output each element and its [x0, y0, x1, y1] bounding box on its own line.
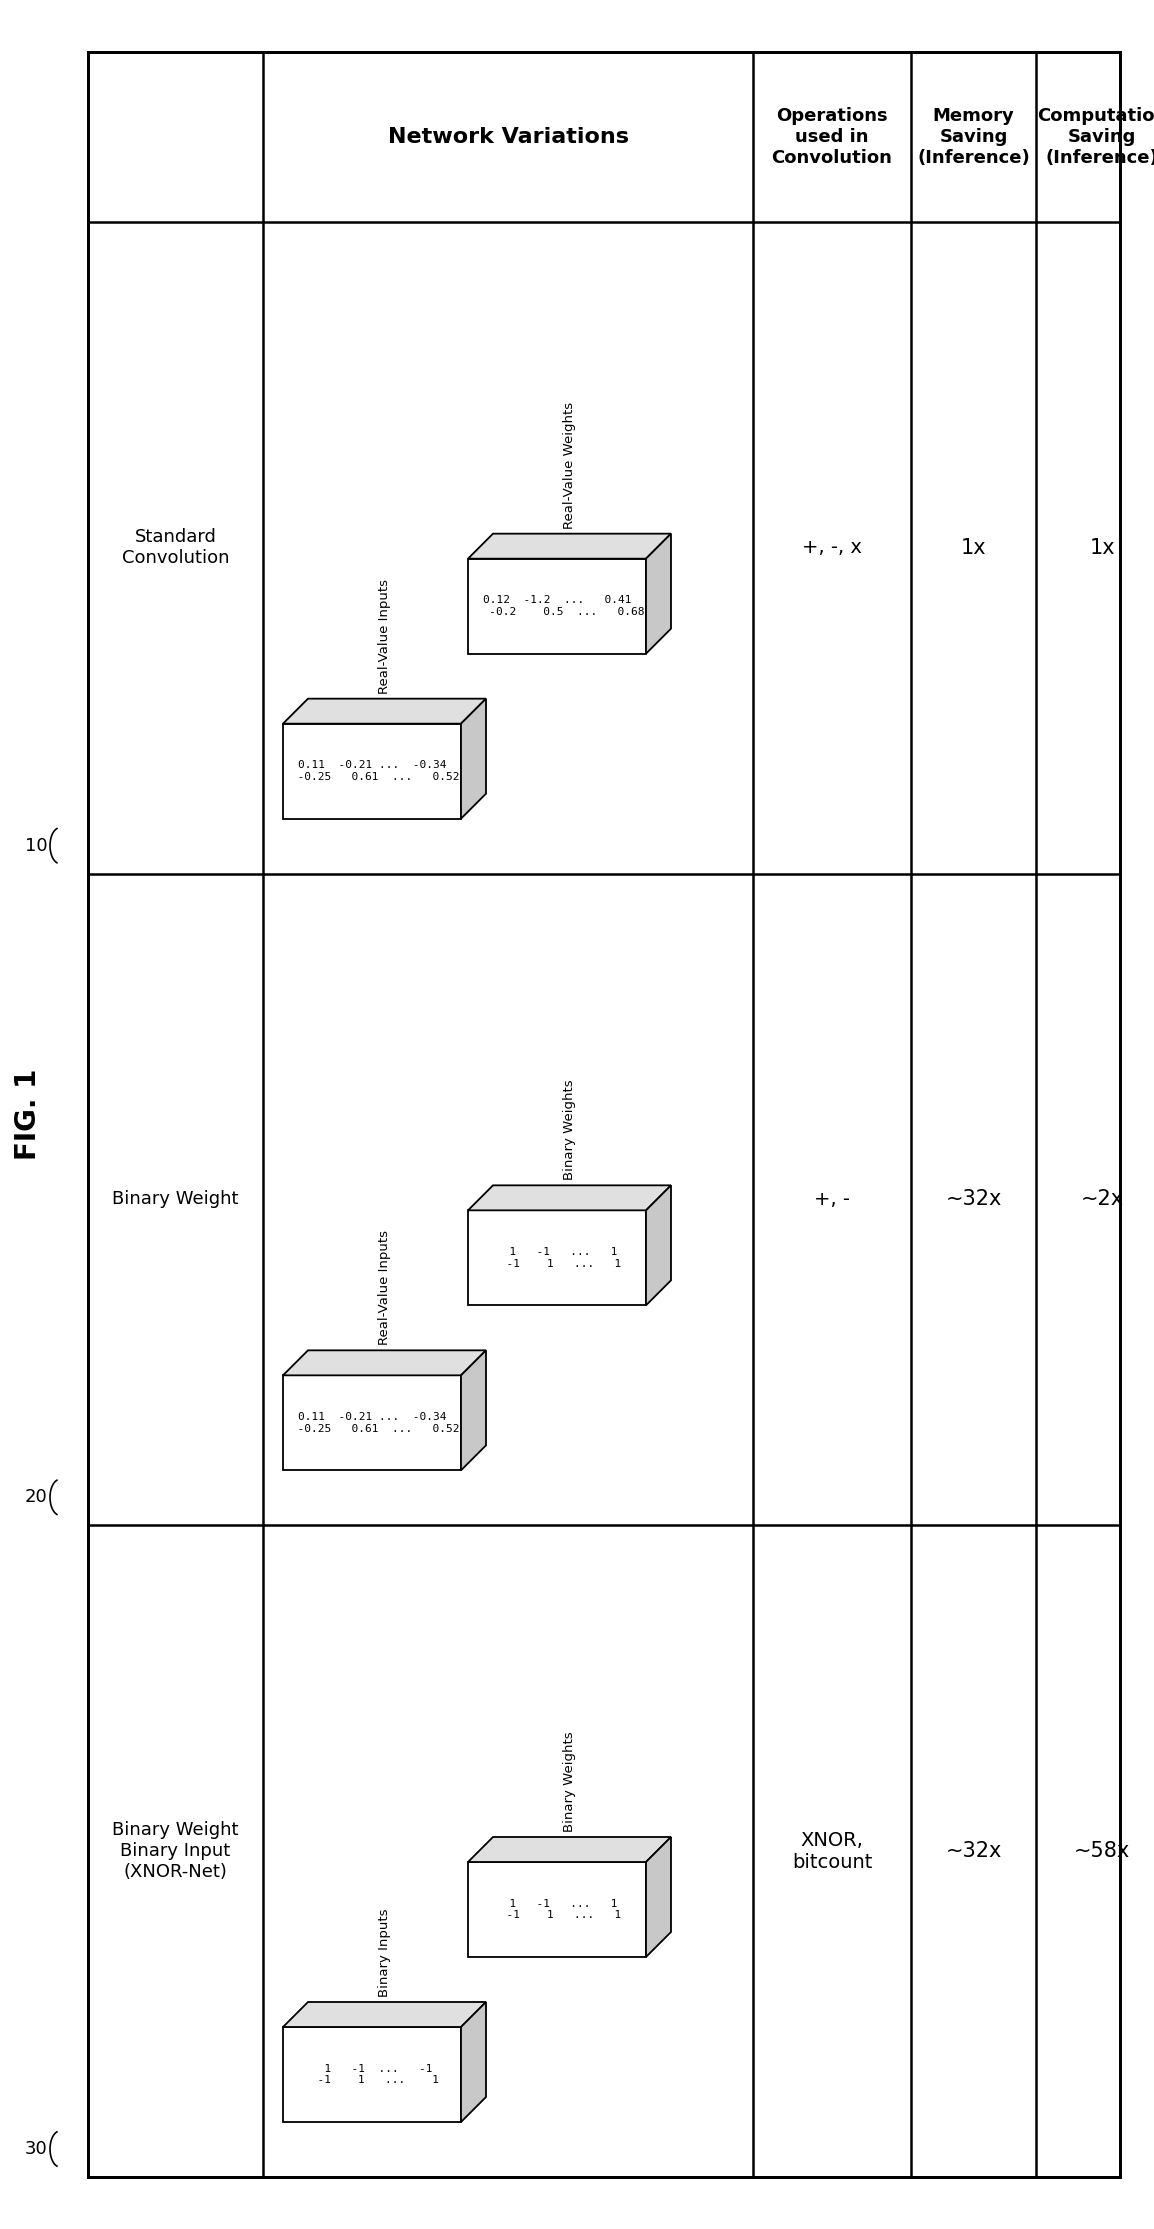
Text: Binary Inputs: Binary Inputs — [379, 1908, 391, 1997]
Text: 1x: 1x — [960, 537, 987, 557]
Polygon shape — [283, 1351, 486, 1375]
Text: 1   -1   ...   1
  -1    1   ...   1: 1 -1 ... 1 -1 1 ... 1 — [493, 1899, 621, 1921]
Text: ~32x: ~32x — [945, 1190, 1002, 1210]
Text: Standard
Convolution: Standard Convolution — [122, 528, 230, 566]
Text: Network Variations: Network Variations — [388, 127, 629, 147]
Text: 20: 20 — [24, 1489, 47, 1507]
Polygon shape — [460, 698, 486, 818]
Text: Real-Value Inputs: Real-Value Inputs — [379, 580, 391, 693]
Text: 1   -1  ...   -1
  -1    1   ...    1: 1 -1 ... -1 -1 1 ... 1 — [305, 2064, 440, 2086]
Text: 1   -1   ...   1
  -1    1   ...   1: 1 -1 ... 1 -1 1 ... 1 — [493, 1246, 621, 1268]
Polygon shape — [460, 2002, 486, 2122]
Text: 0.12  -1.2  ...   0.41
   -0.2    0.5  ...   0.68: 0.12 -1.2 ... 0.41 -0.2 0.5 ... 0.68 — [470, 595, 645, 617]
Text: 0.11  -0.21 ...  -0.34
  -0.25   0.61  ...   0.52: 0.11 -0.21 ... -0.34 -0.25 0.61 ... 0.52 — [284, 1411, 459, 1433]
Text: XNOR,
bitcount: XNOR, bitcount — [792, 1830, 872, 1872]
Text: +, -, x: +, -, x — [802, 539, 862, 557]
Text: 30: 30 — [24, 2140, 47, 2158]
Text: 0.11  -0.21 ...  -0.34
  -0.25   0.61  ...   0.52: 0.11 -0.21 ... -0.34 -0.25 0.61 ... 0.52 — [284, 760, 459, 782]
Text: 10: 10 — [24, 836, 47, 854]
Text: FIG. 1: FIG. 1 — [14, 1070, 42, 1159]
Polygon shape — [469, 1861, 646, 1957]
Polygon shape — [469, 1186, 670, 1210]
Text: Binary Weights: Binary Weights — [563, 1079, 576, 1181]
Text: ~2x: ~2x — [1080, 1190, 1124, 1210]
Polygon shape — [469, 1210, 646, 1306]
Polygon shape — [469, 1837, 670, 1861]
Text: ~32x: ~32x — [945, 1841, 1002, 1861]
Polygon shape — [283, 698, 486, 724]
Text: +, -: +, - — [814, 1190, 850, 1208]
Polygon shape — [283, 2026, 460, 2122]
Text: Real-Value Weights: Real-Value Weights — [563, 401, 576, 528]
Text: Memory
Saving
(Inference): Memory Saving (Inference) — [917, 107, 1029, 167]
Polygon shape — [646, 1837, 670, 1957]
Text: ~58x: ~58x — [1074, 1841, 1130, 1861]
Polygon shape — [646, 1186, 670, 1306]
Text: Binary Weight: Binary Weight — [112, 1190, 239, 1208]
Text: Computation
Saving
(Inference): Computation Saving (Inference) — [1037, 107, 1154, 167]
Polygon shape — [460, 1351, 486, 1471]
Polygon shape — [283, 2002, 486, 2026]
Polygon shape — [469, 533, 670, 559]
Text: 1x: 1x — [1089, 537, 1115, 557]
Bar — [88, 51, 1121, 2178]
Text: Real-Value Inputs: Real-Value Inputs — [379, 1230, 391, 1346]
Polygon shape — [646, 533, 670, 653]
Polygon shape — [283, 1375, 460, 1471]
Polygon shape — [283, 724, 460, 818]
Polygon shape — [469, 559, 646, 653]
Text: Binary Weights: Binary Weights — [563, 1732, 576, 1832]
Text: Operations
used in
Convolution: Operations used in Convolution — [772, 107, 892, 167]
Text: Binary Weight
Binary Input
(XNOR-Net): Binary Weight Binary Input (XNOR-Net) — [112, 1821, 239, 1881]
